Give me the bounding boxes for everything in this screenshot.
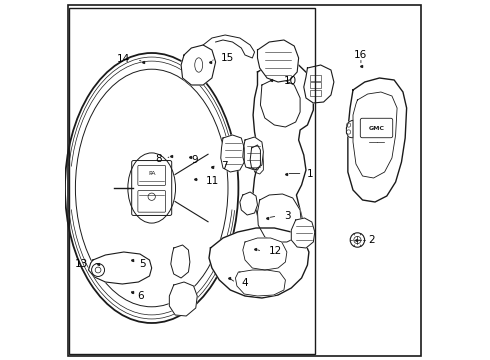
Text: 6: 6 [137,291,144,301]
Text: 14: 14 [117,54,130,64]
Text: GMC: GMC [368,126,385,131]
Polygon shape [260,80,300,127]
Bar [310,82,320,88]
Text: 4: 4 [242,278,248,288]
Text: 16: 16 [354,50,368,60]
Polygon shape [236,270,285,296]
Text: 11: 11 [205,176,219,186]
Text: 9: 9 [191,155,197,165]
Polygon shape [304,65,334,103]
Text: 7: 7 [221,161,228,171]
Polygon shape [243,238,287,270]
Polygon shape [348,78,407,202]
Text: PA: PA [148,171,155,176]
Bar [310,90,320,96]
Bar [310,75,320,81]
Text: 15: 15 [220,53,234,63]
Polygon shape [171,245,190,278]
Bar [69,8,315,354]
Text: 2: 2 [368,235,375,245]
Text: 12: 12 [269,246,282,256]
Text: 1: 1 [307,168,314,179]
Polygon shape [291,218,315,248]
Text: 8: 8 [155,154,162,164]
Polygon shape [170,282,197,316]
Polygon shape [221,135,245,172]
Text: 3: 3 [284,211,291,221]
Polygon shape [257,194,301,242]
Polygon shape [240,192,257,215]
Polygon shape [346,120,353,138]
Polygon shape [181,45,216,85]
Polygon shape [209,228,309,298]
Polygon shape [243,137,263,170]
Text: 5: 5 [139,258,146,269]
Polygon shape [89,252,152,284]
Polygon shape [250,145,260,170]
Text: 10: 10 [284,76,297,86]
Text: 13: 13 [75,258,88,269]
Polygon shape [253,62,313,285]
Polygon shape [257,40,298,82]
